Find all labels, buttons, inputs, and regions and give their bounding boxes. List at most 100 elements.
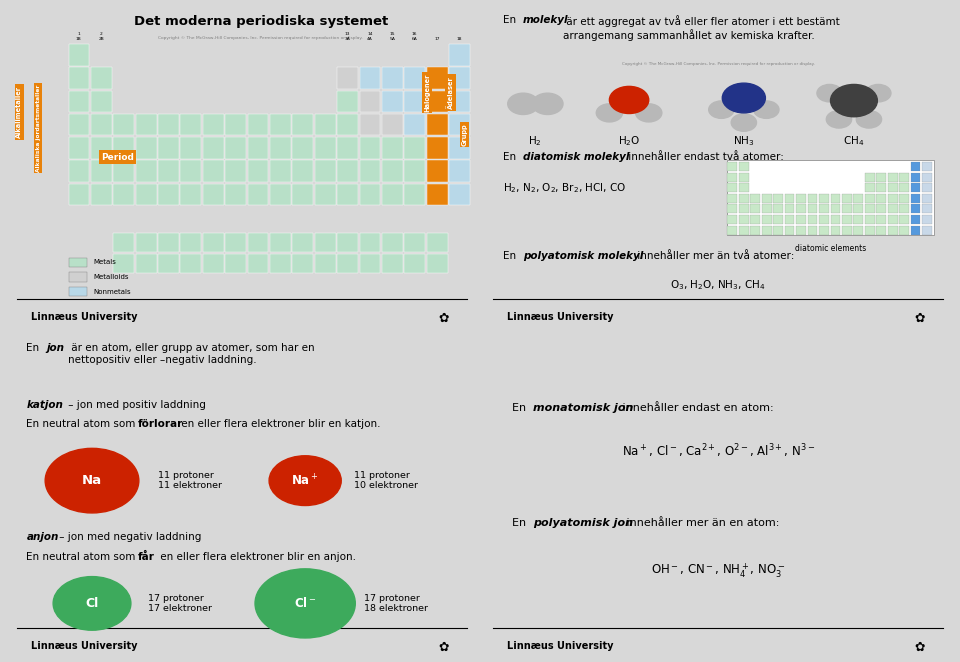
Text: OH$^-$, CN$^-$, NH$_4^+$, NO$_3^-$: OH$^-$, CN$^-$, NH$_4^+$, NO$_3^-$	[651, 561, 785, 581]
Bar	[784, 215, 795, 224]
Bar	[842, 226, 852, 234]
Bar	[900, 205, 909, 213]
Bar	[888, 183, 898, 192]
Bar	[876, 173, 886, 181]
Bar	[449, 44, 469, 66]
Bar	[248, 160, 269, 182]
Bar	[426, 183, 447, 205]
Text: diatomisk molekyl: diatomisk molekyl	[523, 152, 629, 162]
Bar	[888, 173, 898, 181]
Bar	[180, 183, 202, 205]
Bar	[293, 160, 313, 182]
Bar	[158, 114, 179, 136]
Text: 2
2B: 2 2B	[98, 32, 104, 41]
Bar	[248, 137, 269, 159]
Bar	[91, 114, 111, 136]
Bar	[113, 160, 134, 182]
Text: En: En	[512, 403, 530, 413]
Bar	[135, 254, 156, 273]
Bar	[728, 205, 737, 213]
Bar	[426, 91, 447, 113]
Bar	[728, 215, 737, 224]
Circle shape	[596, 104, 622, 122]
Text: Period: Period	[102, 153, 134, 162]
Text: Linnæus University: Linnæus University	[31, 312, 137, 322]
Text: innehåller mer än en atom:: innehåller mer än en atom:	[622, 518, 779, 528]
Text: Metals: Metals	[93, 260, 116, 265]
Bar	[270, 137, 291, 159]
Bar	[68, 68, 89, 89]
Bar	[315, 183, 336, 205]
Bar	[449, 68, 469, 89]
Text: jon: jon	[47, 344, 64, 354]
Bar	[91, 91, 111, 113]
Bar	[426, 68, 447, 89]
Bar	[113, 114, 134, 136]
Text: H$_2$, N$_2$, O$_2$, Br$_2$, HCl, CO: H$_2$, N$_2$, O$_2$, Br$_2$, HCl, CO	[503, 181, 626, 195]
Bar	[842, 194, 852, 203]
Bar	[426, 160, 447, 182]
Text: Linnæus University: Linnæus University	[31, 641, 137, 651]
Bar	[91, 68, 111, 89]
Bar	[270, 160, 291, 182]
Bar	[796, 215, 805, 224]
Text: CH$_4$: CH$_4$	[843, 134, 865, 148]
Text: ✿: ✿	[914, 312, 924, 325]
Bar	[135, 183, 156, 205]
Bar	[865, 226, 875, 234]
Text: Na: Na	[82, 474, 102, 487]
Bar	[91, 160, 111, 182]
Bar	[762, 215, 772, 224]
Bar	[180, 160, 202, 182]
Bar	[226, 254, 246, 273]
Bar	[911, 205, 921, 213]
Bar	[382, 160, 403, 182]
Text: anjon: anjon	[27, 532, 59, 542]
Bar	[449, 160, 469, 182]
Bar	[315, 160, 336, 182]
Text: Linnæus University: Linnæus University	[507, 641, 613, 651]
Bar	[876, 215, 886, 224]
Text: 11 protoner
10 elektroner: 11 protoner 10 elektroner	[354, 471, 419, 491]
Text: 16
6A: 16 6A	[412, 32, 418, 41]
Text: polyatomisk molekyl: polyatomisk molekyl	[523, 251, 643, 261]
Bar	[865, 215, 875, 224]
Bar	[900, 226, 909, 234]
Bar	[842, 205, 852, 213]
Bar	[315, 114, 336, 136]
Bar	[360, 114, 380, 136]
Text: 11 protoner
11 elektroner: 11 protoner 11 elektroner	[157, 471, 222, 491]
Bar	[853, 215, 863, 224]
Bar	[404, 114, 425, 136]
Bar	[807, 194, 817, 203]
Bar	[315, 137, 336, 159]
Text: NH$_3$: NH$_3$	[733, 134, 755, 148]
Bar	[773, 205, 783, 213]
Bar	[360, 183, 380, 205]
Bar	[135, 114, 156, 136]
Bar	[830, 226, 840, 234]
Text: Copyright © The McGraw-Hill Companies, Inc. Permission required for reproduction: Copyright © The McGraw-Hill Companies, I…	[158, 36, 363, 40]
Bar	[226, 137, 246, 159]
Bar	[337, 68, 358, 89]
Bar	[807, 205, 817, 213]
Text: En neutral atom som: En neutral atom som	[27, 419, 139, 429]
Bar	[796, 194, 805, 203]
Bar	[865, 173, 875, 181]
Bar	[888, 215, 898, 224]
Bar	[728, 183, 737, 192]
Bar	[360, 160, 380, 182]
Text: En: En	[503, 152, 519, 162]
Bar	[728, 162, 737, 171]
Text: Halogener: Halogener	[424, 73, 430, 112]
Bar	[853, 226, 863, 234]
Bar	[751, 205, 760, 213]
Bar	[751, 226, 760, 234]
Bar	[404, 160, 425, 182]
Text: – jon med negativ laddning: – jon med negativ laddning	[56, 532, 202, 542]
Bar	[426, 114, 447, 136]
Bar	[728, 226, 737, 234]
Bar	[248, 254, 269, 273]
Bar	[739, 183, 749, 192]
Bar	[900, 194, 909, 203]
